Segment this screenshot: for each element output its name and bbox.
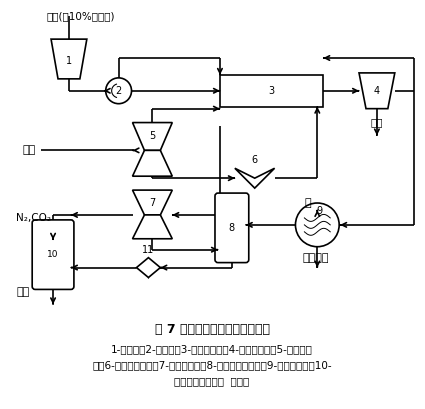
Text: 9: 9 <box>316 206 322 216</box>
Text: 空气: 空气 <box>23 145 36 155</box>
Text: 图 7 超临界水氧化处理污水流程: 图 7 超临界水氧化处理污水流程 <box>155 323 269 336</box>
Text: 固体: 固体 <box>371 117 383 128</box>
Text: 8: 8 <box>229 223 235 233</box>
Text: 污水(含10%有机物): 污水(含10%有机物) <box>46 11 115 21</box>
Polygon shape <box>133 151 172 176</box>
Polygon shape <box>51 39 87 79</box>
Polygon shape <box>133 123 172 151</box>
Circle shape <box>106 78 131 104</box>
Polygon shape <box>133 215 172 239</box>
Text: 3: 3 <box>269 86 275 96</box>
Polygon shape <box>235 168 275 188</box>
Text: 高压蒸汽: 高压蒸汽 <box>302 253 329 263</box>
Polygon shape <box>359 73 395 109</box>
Circle shape <box>295 203 339 247</box>
Text: 4: 4 <box>374 86 380 96</box>
Polygon shape <box>136 258 160 277</box>
Polygon shape <box>133 190 172 215</box>
Text: 低压气液分离器；  减压器: 低压气液分离器； 减压器 <box>174 376 249 386</box>
Text: 7: 7 <box>149 198 156 208</box>
Text: 水: 水 <box>304 198 311 208</box>
Text: N₂,CO₂: N₂,CO₂ <box>16 213 51 223</box>
Text: 5: 5 <box>149 131 156 142</box>
Text: 2: 2 <box>116 86 122 96</box>
Text: 机；6-循环用喷射泵；7-膨胀机透平；8-高压气液分离器；9-蒸汽发生器；10-: 机；6-循环用喷射泵；7-膨胀机透平；8-高压气液分离器；9-蒸汽发生器；10- <box>92 360 332 370</box>
Text: 11: 11 <box>142 245 155 255</box>
Bar <box>220 75 323 107</box>
Text: 1: 1 <box>66 56 72 66</box>
Text: 10: 10 <box>47 250 59 259</box>
Text: 6: 6 <box>252 155 258 165</box>
Text: 1-污水槽；2-污水泵；3-氧化反应器；4-固体分离器；5-空气压缩: 1-污水槽；2-污水泵；3-氧化反应器；4-固体分离器；5-空气压缩 <box>111 344 313 354</box>
FancyBboxPatch shape <box>32 220 74 290</box>
Text: 净水: 净水 <box>17 288 30 297</box>
FancyBboxPatch shape <box>215 193 249 263</box>
